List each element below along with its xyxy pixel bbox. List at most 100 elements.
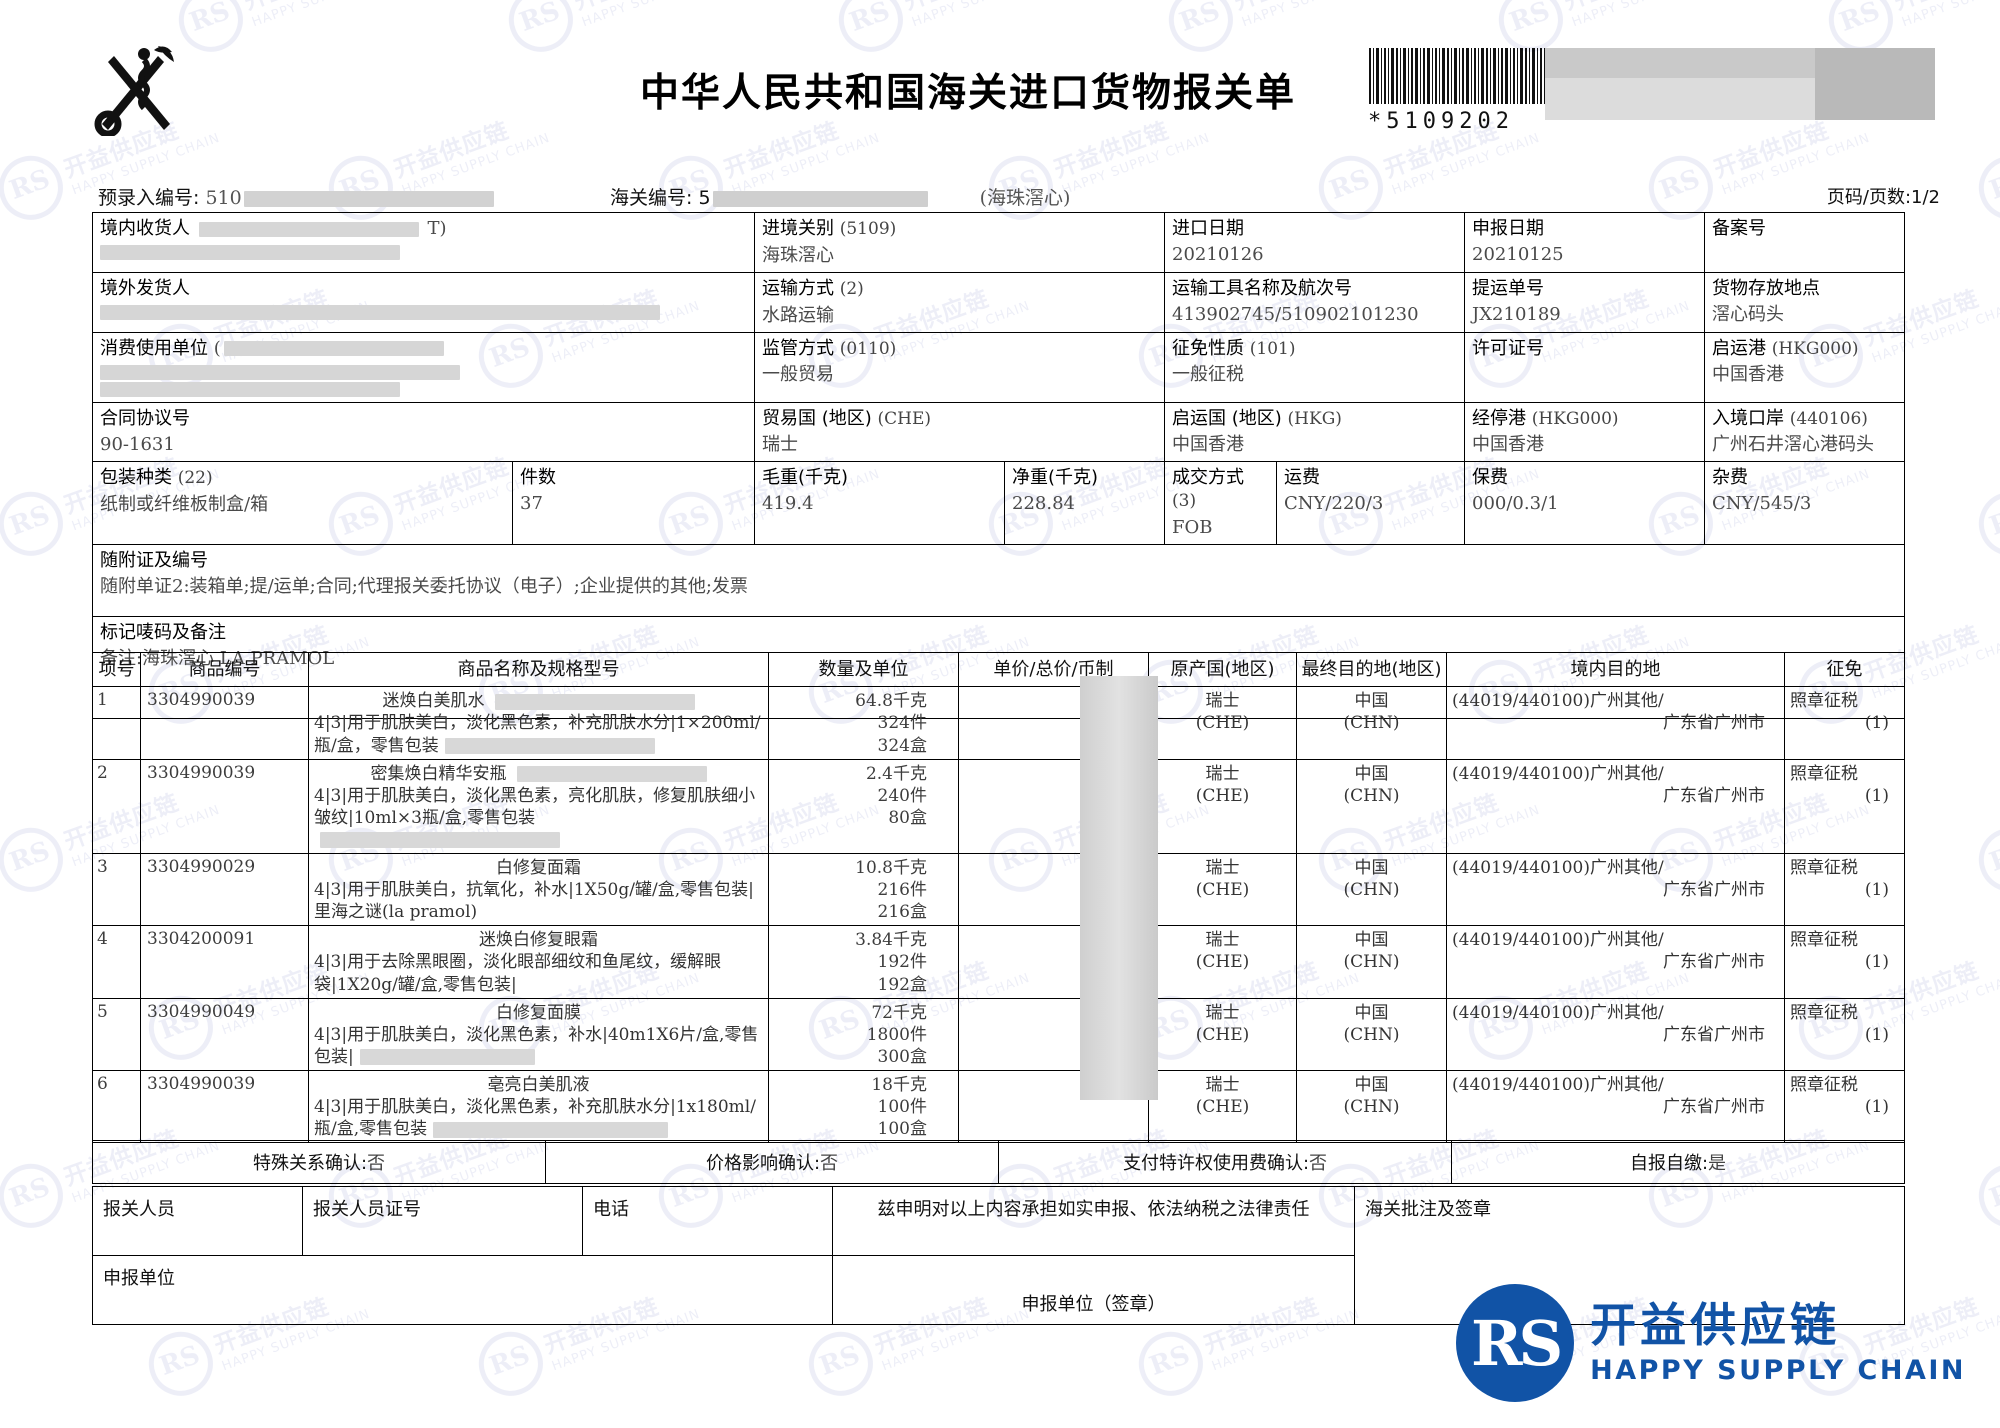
confirm-label: 特殊关系确认: [252, 1153, 368, 1174]
field-insurance: 保费 000/0.3/1 [1464, 461, 1706, 546]
logo-text-cn: 开益供应链 [1590, 1298, 1841, 1353]
field-contract-no: 合同协议号 90-1631 [92, 401, 755, 463]
domestic-dest-line1: (44019/440100)广州其他/ [1452, 1002, 1664, 1023]
field-trade-country: 贸易国 (地区) (CHE) 瑞士 [753, 401, 1166, 463]
origin-country: 瑞士 [1205, 1074, 1240, 1095]
field-label: 包装种类 [100, 467, 172, 489]
field-bill-no: 提运单号 JX210189 [1464, 271, 1706, 333]
items-header-row: 项号 商品编号 商品名称及规格型号 数量及单位 单价/总价/币制 原产国(地区)… [92, 651, 1905, 688]
cell-quantity: 2.4千克 240件 80盒 [768, 758, 959, 855]
domestic-dest-line1: (44019/440100)广州其他/ [1452, 691, 1664, 712]
field-license-no: 许可证号 [1464, 331, 1706, 403]
dest-country: 中国 [1354, 930, 1389, 951]
table-row: 6 3304990039 亳亮白美肌液 4|3|用于肌肤美白，淡化黑色素，补充肌肤水… [92, 1069, 1905, 1144]
field-value: JX210189 [1472, 303, 1561, 325]
field-vessel-voyage: 运输工具名称及航次号 413902745/510902101230 [1164, 271, 1466, 333]
dest-code: (CHN) [1343, 880, 1400, 901]
field-label: 随附证及编号 [100, 550, 208, 572]
field-label: 杂费 [1712, 467, 1749, 489]
field-supervision-mode: 监管方式 (0110) 一般贸易 [753, 331, 1166, 403]
footer-declare-unit: 申报单位 [92, 1255, 833, 1325]
field-value: FOB [1172, 517, 1213, 539]
origin-code: (CHE) [1195, 1096, 1250, 1117]
confirm-value: 否 [820, 1153, 839, 1174]
field-value: ( [213, 337, 221, 359]
header-row-4: 合同协议号 90-1631 贸易国 (地区) (CHE) 瑞士 启运国 (地区)… [92, 401, 1906, 463]
table-row: 5 3304990049 白修复面膜 4|3|用于肌肤美白，淡化黑色素，补水|40m… [92, 997, 1905, 1071]
levy-text: 照章征税 [1790, 1002, 1858, 1023]
goods-items-table: 项号 商品编号 商品名称及规格型号 数量及单位 单价/总价/币制 原产国(地区)… [92, 651, 1905, 1144]
barcode: *5109202 [1368, 48, 1564, 134]
price-column-redaction [1080, 676, 1158, 1100]
origin-country: 瑞士 [1205, 1002, 1240, 1023]
field-label: 监管方式 [762, 337, 834, 359]
field-label: 进口日期 [1172, 218, 1245, 239]
pre-entry-redaction [243, 190, 494, 207]
confirm-value: 否 [1309, 1153, 1328, 1174]
goods-spec: 4|3|用于肌肤美白，淡化黑色素，补水|40m1X6片/盒,零售包装| [314, 1024, 759, 1067]
table-row: 2 3304990039 密集焕白精华安瓶 4|3|用于肌肤美白，淡化黑色素，亮化肌… [92, 758, 1905, 855]
cell-destination: 中国 (CHN) [1296, 686, 1447, 760]
cell-hs-code: 3304990029 [140, 853, 309, 927]
cell-goods-name: 迷焕白修复眼霜 4|3|用于去除黑眼圈，淡化眼部细纹和鱼尾纹，缓解眼袋|1X20… [308, 925, 769, 999]
dest-country: 中国 [1354, 691, 1389, 712]
quantity-line: 324盒 [877, 735, 927, 756]
goods-spec: 4|3|用于肌肤美白，抗氧化，补水|1X50g/罐/盒,零售包装|里海之谜(la… [314, 880, 754, 923]
field-transport-mode: 运输方式 (2) 水路运输 [753, 271, 1166, 333]
levy-text: 照章征税 [1790, 930, 1858, 951]
header-row-3: 消费使用单位 ( 监管方式 (0110) 一般贸易 征免性质 (101) 一般征… [92, 331, 1906, 403]
goods-name: 亳亮白美肌液 [487, 1074, 590, 1095]
header-redaction-1 [1545, 48, 1815, 78]
cell-item-no: 6 [92, 1069, 141, 1144]
field-value: T) [427, 218, 447, 239]
cell-domestic-destination: (44019/440100)广州其他/ 广东省广州市 [1446, 853, 1785, 927]
cell-domestic-destination: (44019/440100)广州其他/ 广东省广州市 [1446, 758, 1785, 855]
dest-country: 中国 [1354, 763, 1389, 784]
dest-country: 中国 [1354, 1074, 1389, 1095]
cell-origin-country: 瑞士 (CHE) [1148, 925, 1297, 999]
field-value: 中国香港 [1472, 434, 1545, 456]
field-value: 水路运输 [762, 304, 834, 326]
field-domestic-consignee: 境内收货人 T) [92, 212, 755, 273]
field-label: 入境口岸 [1712, 407, 1785, 429]
cell-origin-country: 瑞士 (CHE) [1148, 686, 1297, 760]
col-hs-code: 商品编号 [140, 651, 309, 688]
quantity-line: 100盒 [877, 1119, 927, 1140]
cell-origin-country: 瑞士 (CHE) [1148, 997, 1297, 1071]
cell-quantity: 18千克 100件 100盒 [768, 1069, 959, 1144]
dest-code: (CHN) [1343, 785, 1400, 806]
field-value: 000/0.3/1 [1472, 493, 1559, 515]
field-label: 启运港 [1712, 337, 1767, 359]
field-value: 中国香港 [1172, 434, 1245, 456]
field-label: 经停港 [1472, 407, 1527, 429]
field-entry-port: 入境口岸 (440106) 广州石井滘心港码头 [1704, 401, 1906, 463]
field-label: 毛重(千克) [762, 467, 849, 489]
cell-destination: 中国 (CHN) [1296, 997, 1447, 1071]
cell-destination: 中国 (CHN) [1296, 758, 1447, 855]
origin-country: 瑞士 [1205, 691, 1240, 712]
field-label: 许可证号 [1472, 337, 1545, 359]
field-label: 成交方式 [1172, 467, 1245, 489]
header-row-5: 包装种类 (22) 纸制或纤维板制盒/箱 件数 37 毛重(千克) 419.4 … [92, 461, 1906, 546]
logo-mark-icon: RS [1456, 1284, 1575, 1402]
field-label: 启运国 (地区) [1172, 407, 1282, 429]
quantity-line: 1800件 [866, 1024, 927, 1045]
domestic-dest-line2: 广东省广州市 [1663, 952, 1765, 973]
origin-country: 瑞士 [1205, 858, 1240, 879]
goods-name: 密集焕白精华安瓶 [314, 763, 763, 785]
quantity-line: 240件 [877, 785, 927, 806]
pre-entry-value: 510 [205, 187, 242, 209]
origin-code: (CHE) [1195, 785, 1250, 806]
field-label: 进境关别 [762, 218, 834, 239]
cell-item-no: 4 [92, 925, 141, 999]
field-code: (101) [1249, 338, 1296, 359]
field-value: 37 [520, 493, 543, 515]
col-quantity: 数量及单位 [768, 651, 959, 688]
goods-name: 迷焕白修复眼霜 [479, 930, 598, 951]
logo-mark-text: RS [1470, 1306, 1563, 1380]
cell-destination: 中国 (CHN) [1296, 853, 1447, 927]
footer-statement: 兹申明对以上内容承担如实申报、依法纳税之法律责任 [832, 1186, 1355, 1256]
levy-text: 照章征税 [1790, 691, 1858, 712]
cell-levy: 照章征税 (1) [1784, 997, 1905, 1071]
declaration-header-grid: 境内收货人 T) 进境关别 (5109) 海珠滘心 进口日期 20210126 … [91, 212, 1906, 720]
